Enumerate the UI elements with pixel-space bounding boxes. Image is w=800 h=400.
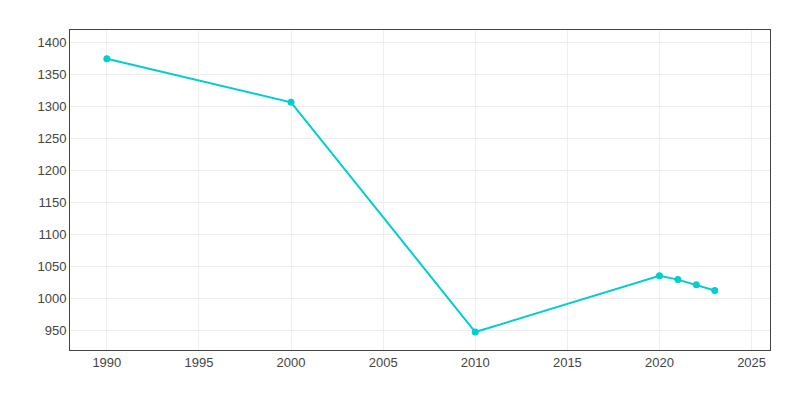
svg-text:2020: 2020	[645, 355, 674, 370]
svg-text:2025: 2025	[737, 355, 766, 370]
svg-text:1000: 1000	[37, 291, 66, 306]
svg-text:1400: 1400	[37, 35, 66, 50]
svg-text:1995: 1995	[184, 355, 213, 370]
svg-text:1300: 1300	[37, 99, 66, 114]
svg-text:1050: 1050	[37, 259, 66, 274]
svg-text:2015: 2015	[553, 355, 582, 370]
svg-text:950: 950	[45, 323, 67, 338]
svg-text:1990: 1990	[92, 355, 121, 370]
svg-text:2010: 2010	[461, 355, 490, 370]
svg-text:1150: 1150	[38, 195, 66, 210]
svg-text:1100: 1100	[38, 227, 66, 242]
svg-text:2000: 2000	[277, 355, 306, 370]
svg-text:1200: 1200	[37, 163, 66, 178]
svg-text:1350: 1350	[37, 67, 66, 82]
svg-text:2005: 2005	[369, 355, 398, 370]
svg-text:1250: 1250	[37, 131, 66, 146]
